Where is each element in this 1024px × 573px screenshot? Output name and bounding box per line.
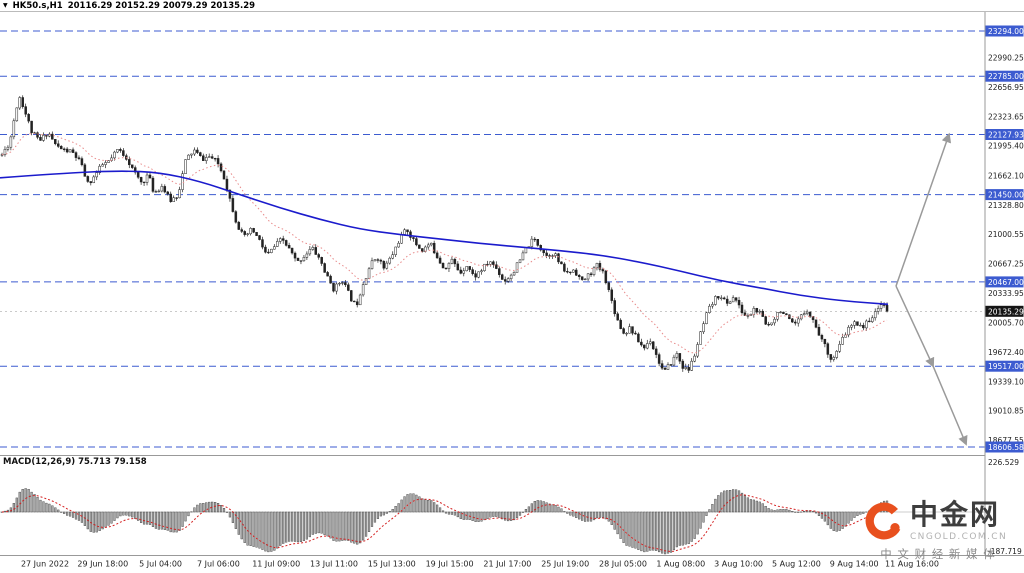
svg-text:19517.00: 19517.00 — [988, 362, 1024, 371]
watermark-text-block: 中金网 CNGOLD.COM.CN — [910, 498, 1008, 542]
svg-text:27 Jun 2022: 27 Jun 2022 — [21, 560, 69, 569]
svg-text:22990.25: 22990.25 — [988, 54, 1024, 63]
candles-area — [0, 95, 889, 373]
svg-text:1 Aug 08:00: 1 Aug 08:00 — [656, 560, 705, 569]
svg-text:22323.65: 22323.65 — [988, 113, 1024, 122]
chart-title-bar: ▼ HK50.s,H1 20116.29 20152.29 20079.29 2… — [0, 0, 1024, 11]
svg-text:11 Aug 16:00: 11 Aug 16:00 — [885, 560, 939, 569]
symbol-marker-icon: ▼ — [3, 1, 8, 9]
svg-text:226.529: 226.529 — [988, 458, 1019, 467]
logo-ring — [865, 502, 903, 540]
svg-text:18677.55: 18677.55 — [988, 436, 1024, 445]
svg-text:22127.93: 22127.93 — [988, 131, 1024, 140]
cngold-logo-icon — [865, 502, 903, 540]
svg-text:29 Jun 18:00: 29 Jun 18:00 — [77, 560, 128, 569]
svg-text:20005.70: 20005.70 — [988, 318, 1024, 327]
date-axis: 27 Jun 2022 29 Jun 18:00 5 Jul 04:00 7 Jul … — [21, 560, 939, 569]
svg-text:11 Jul 09:00: 11 Jul 09:00 — [252, 560, 300, 569]
svg-text:21000.55: 21000.55 — [988, 230, 1024, 239]
svg-text:3 Aug 10:00: 3 Aug 10:00 — [714, 560, 763, 569]
trend-arrows — [895, 132, 968, 446]
svg-text:22656.95: 22656.95 — [988, 83, 1024, 92]
symbol-timeframe-label: HK50.s,H1 — [12, 0, 63, 11]
svg-text:5 Jul 04:00: 5 Jul 04:00 — [139, 560, 182, 569]
svg-text:28 Jul 05:00: 28 Jul 05:00 — [599, 560, 647, 569]
svg-text:20333.95: 20333.95 — [988, 289, 1024, 298]
macd-panel — [0, 455, 1024, 556]
watermark-row: 中金网 CNGOLD.COM.CN — [862, 499, 1014, 543]
svg-text:21 Jul 17:00: 21 Jul 17:00 — [483, 560, 531, 569]
price-axis: 22990.25 22656.95 22323.65 21995.40 21662.10… — [0, 11, 1024, 556]
svg-text:19339.10: 19339.10 — [988, 378, 1024, 387]
svg-text:5 Aug 12:00: 5 Aug 12:00 — [772, 560, 821, 569]
svg-text:19010.85: 19010.85 — [988, 407, 1024, 416]
svg-text:18606.58: 18606.58 — [988, 443, 1024, 452]
svg-text:19 Jul 15:00: 19 Jul 15:00 — [426, 560, 474, 569]
svg-text:23294.00: 23294.00 — [988, 27, 1024, 36]
svg-text:15 Jul 13:00: 15 Jul 13:00 — [368, 560, 416, 569]
svg-text:20467.00: 20467.00 — [988, 278, 1024, 287]
svg-text:21995.40: 21995.40 — [988, 142, 1024, 151]
watermark-domain: CNGOLD.COM.CN — [910, 531, 1008, 542]
svg-text:20135.29: 20135.29 — [988, 307, 1024, 316]
svg-text:21662.10: 21662.10 — [988, 171, 1024, 180]
svg-text:21328.80: 21328.80 — [988, 201, 1024, 210]
support-resistance-lines — [0, 30, 985, 448]
svg-text:21450.00: 21450.00 — [988, 191, 1024, 200]
svg-text:-187.719: -187.719 — [988, 547, 1022, 556]
logo-dot — [890, 522, 900, 533]
svg-text:19672.40: 19672.40 — [988, 348, 1024, 357]
svg-text:9 Aug 14:00: 9 Aug 14:00 — [830, 560, 879, 569]
macd-indicator-label: MACD(12,26,9) 75.713 79.158 — [3, 457, 147, 467]
ohlc-quote-values: 20116.29 20152.29 20079.29 20135.29 — [67, 0, 256, 11]
svg-text:25 Jul 19:00: 25 Jul 19:00 — [541, 560, 589, 569]
cngold-watermark: 中金网 CNGOLD.COM.CN 中 文 财 经 新 媒 体 — [862, 499, 1014, 562]
svg-text:13 Jul 11:00: 13 Jul 11:00 — [310, 560, 358, 569]
svg-text:7 Jul 06:00: 7 Jul 06:00 — [197, 560, 240, 569]
svg-text:22785.00: 22785.00 — [988, 72, 1024, 81]
svg-text:20667.25: 20667.25 — [988, 260, 1024, 269]
watermark-brand: 中金网 — [910, 498, 1001, 532]
watermark-tagline: 中 文 财 经 新 媒 体 — [880, 547, 996, 561]
